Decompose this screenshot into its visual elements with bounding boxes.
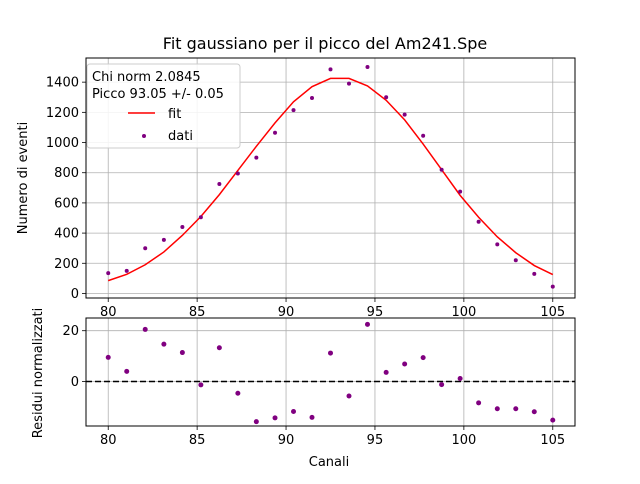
top-y-tick-label: 1200 [46, 106, 79, 121]
top-data-point [532, 271, 537, 276]
legend-annotation-peak: Picco 93.05 +/- 0.05 [92, 87, 224, 102]
top-ticks: 80 85 90 95 100 105 0 200 400 600 800 1000 1200 1400 [46, 76, 565, 320]
top-data-point [106, 271, 111, 276]
top-y-axis-label: Numero di eventi [16, 122, 31, 234]
bottom-data-point [309, 414, 315, 420]
bottom-y-tick-label: 20 [62, 324, 79, 339]
bottom-data-point [216, 345, 222, 351]
top-y-tick-label: 0 [71, 287, 79, 302]
top-x-tick-label: 100 [451, 305, 476, 320]
top-data-point [273, 130, 278, 135]
bottom-data-point [328, 350, 333, 356]
bottom-data-point [253, 419, 259, 425]
top-data-point [458, 189, 463, 194]
bottom-plot-frame [85, 317, 576, 427]
bottom-x-tick-label: 80 [100, 433, 117, 448]
top-data-point [254, 155, 259, 160]
bottom-y-axis-label: Residui normalizzati [31, 308, 46, 439]
top-data-point [495, 242, 500, 247]
bottom-data-point [513, 406, 519, 412]
legend-annotation-chi: Chi norm 2.0845 [92, 70, 201, 85]
top-data-point [365, 65, 370, 70]
bottom-data-point [550, 417, 556, 423]
top-data-point [346, 81, 351, 86]
top-plot-frame [85, 57, 576, 299]
top-data-point [513, 258, 518, 263]
top-grid [86, 58, 575, 298]
top-data-point [328, 67, 333, 72]
top-data-point [439, 167, 444, 172]
bottom-data-point [235, 390, 241, 396]
top-y-tick-label: 800 [54, 166, 79, 181]
bottom-data-point [476, 400, 482, 406]
top-data-point [143, 246, 148, 251]
bottom-data-point [364, 321, 370, 327]
top-x-tick-label: 90 [278, 305, 295, 320]
bottom-data-point [105, 354, 111, 360]
top-data-point [421, 133, 426, 138]
bottom-data-point [494, 406, 500, 412]
bottom-data-point [439, 382, 445, 388]
bottom-x-tick-label: 95 [367, 433, 384, 448]
top-y-tick-label: 200 [54, 257, 79, 272]
top-x-tick-label: 95 [367, 305, 384, 320]
top-x-tick-label: 85 [189, 305, 206, 320]
top-y-tick-label: 400 [54, 227, 79, 242]
top-fit-line [107, 77, 554, 282]
chart-title: Fit gaussiano per il picco del Am241.Spe [163, 34, 487, 53]
bottom-data-point [291, 409, 297, 415]
bottom-x-tick-label: 90 [278, 433, 295, 448]
x-axis-label: Canali [309, 455, 349, 470]
top-series [106, 65, 555, 289]
bottom-x-tick-label: 85 [189, 433, 206, 448]
top-data-point [124, 268, 129, 273]
legend-dati-label: dati [168, 129, 193, 144]
legend-dati-swatch [142, 134, 146, 138]
top-data-point [291, 108, 296, 113]
top-data-point [217, 182, 222, 187]
bottom-data-point [124, 368, 130, 374]
legend-box [86, 63, 241, 149]
bottom-y-tick-label: 0 [71, 375, 79, 390]
top-data-point [550, 284, 555, 289]
top-y-tick-label: 600 [54, 196, 79, 211]
bottom-data-point [346, 393, 352, 399]
top-data-point [402, 112, 407, 117]
bottom-data-point [402, 361, 408, 367]
legend: Chi norm 2.0845 Picco 93.05 +/- 0.05 fit… [86, 63, 241, 149]
bottom-data-point [142, 326, 148, 332]
top-y-tick-label: 1400 [46, 76, 79, 91]
top-y-tick-label: 1000 [46, 136, 79, 151]
bottom-data-point [420, 355, 426, 361]
top-x-tick-label: 105 [540, 305, 565, 320]
bottom-data-point [383, 369, 389, 375]
bottom-x-tick-label: 100 [451, 433, 476, 448]
bottom-series [86, 321, 575, 425]
legend-fit-label: fit [168, 107, 181, 122]
bottom-data-point [457, 375, 463, 381]
top-x-tick-label: 80 [100, 305, 117, 320]
bottom-data-point [161, 341, 167, 347]
bottom-x-tick-label: 105 [540, 433, 565, 448]
top-data-point [310, 96, 315, 100]
top-data-point [198, 215, 203, 220]
bottom-ticks: 80 85 90 95 100 105 0 20 [62, 324, 565, 448]
top-data-point [384, 95, 389, 100]
top-data-point [235, 171, 240, 176]
top-data-point [161, 237, 166, 242]
bottom-data-point [198, 382, 204, 388]
top-data-point [476, 219, 481, 224]
bottom-data-point [179, 350, 185, 356]
bottom-data-point [531, 409, 537, 415]
top-data-point [180, 225, 185, 230]
bottom-data-point [272, 415, 278, 421]
